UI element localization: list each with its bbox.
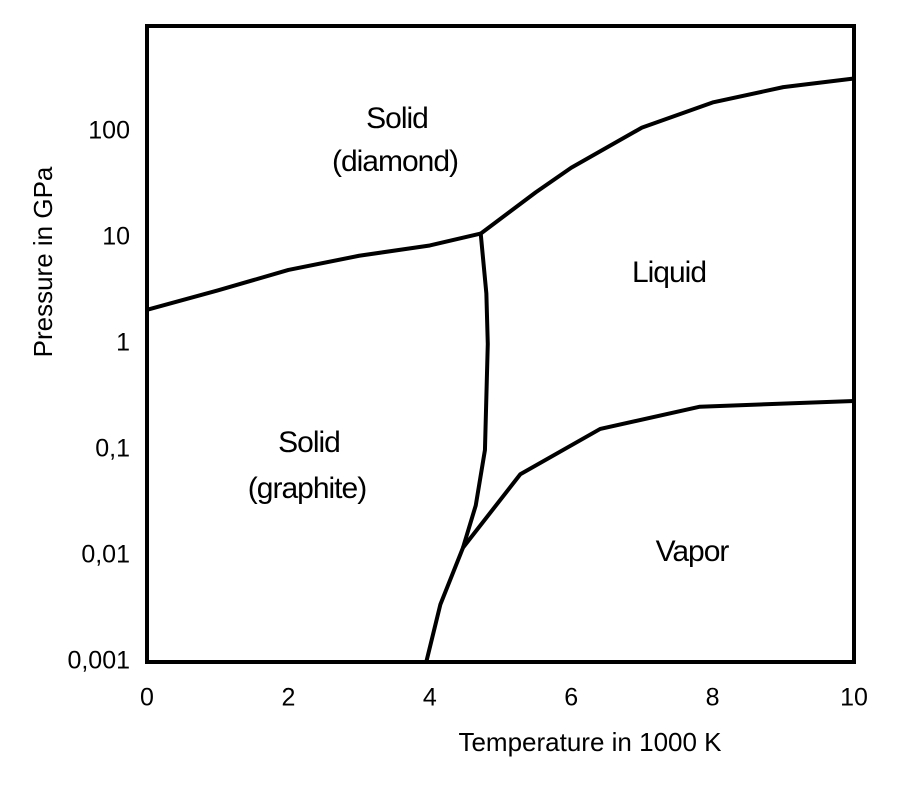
x-tick-label: 6 <box>564 684 578 712</box>
x-tick-label: 8 <box>706 684 720 712</box>
phase-boundary <box>146 231 482 312</box>
y-tick-label: 100 <box>88 117 130 145</box>
y-tick-label: 0,001 <box>67 647 130 675</box>
y-tick-label: 10 <box>102 223 130 251</box>
y-tick-label: 0,01 <box>81 541 130 569</box>
x-axis-label: Temperature in 1000 K <box>458 727 722 757</box>
x-tick-label: 10 <box>840 684 868 712</box>
region-label: Liquid <box>632 256 706 289</box>
y-tick-label: 0,1 <box>95 435 130 463</box>
region-label: (diamond) <box>332 145 458 178</box>
phase-boundary <box>479 76 855 236</box>
x-tick-label: 4 <box>423 684 437 712</box>
phase-boundary <box>461 233 490 549</box>
region-label: Solid <box>278 426 340 459</box>
x-tick-label: 0 <box>140 684 154 712</box>
region-label: Solid <box>366 102 428 135</box>
y-axis-label: Pressure in GPa <box>28 166 58 357</box>
y-tick-label: 1 <box>116 329 130 357</box>
region-label: Vapor <box>656 535 730 568</box>
phase-boundary <box>424 398 855 663</box>
x-tick-label: 2 <box>281 684 295 712</box>
region-label: (graphite) <box>248 472 366 505</box>
plot-frame <box>145 24 856 664</box>
